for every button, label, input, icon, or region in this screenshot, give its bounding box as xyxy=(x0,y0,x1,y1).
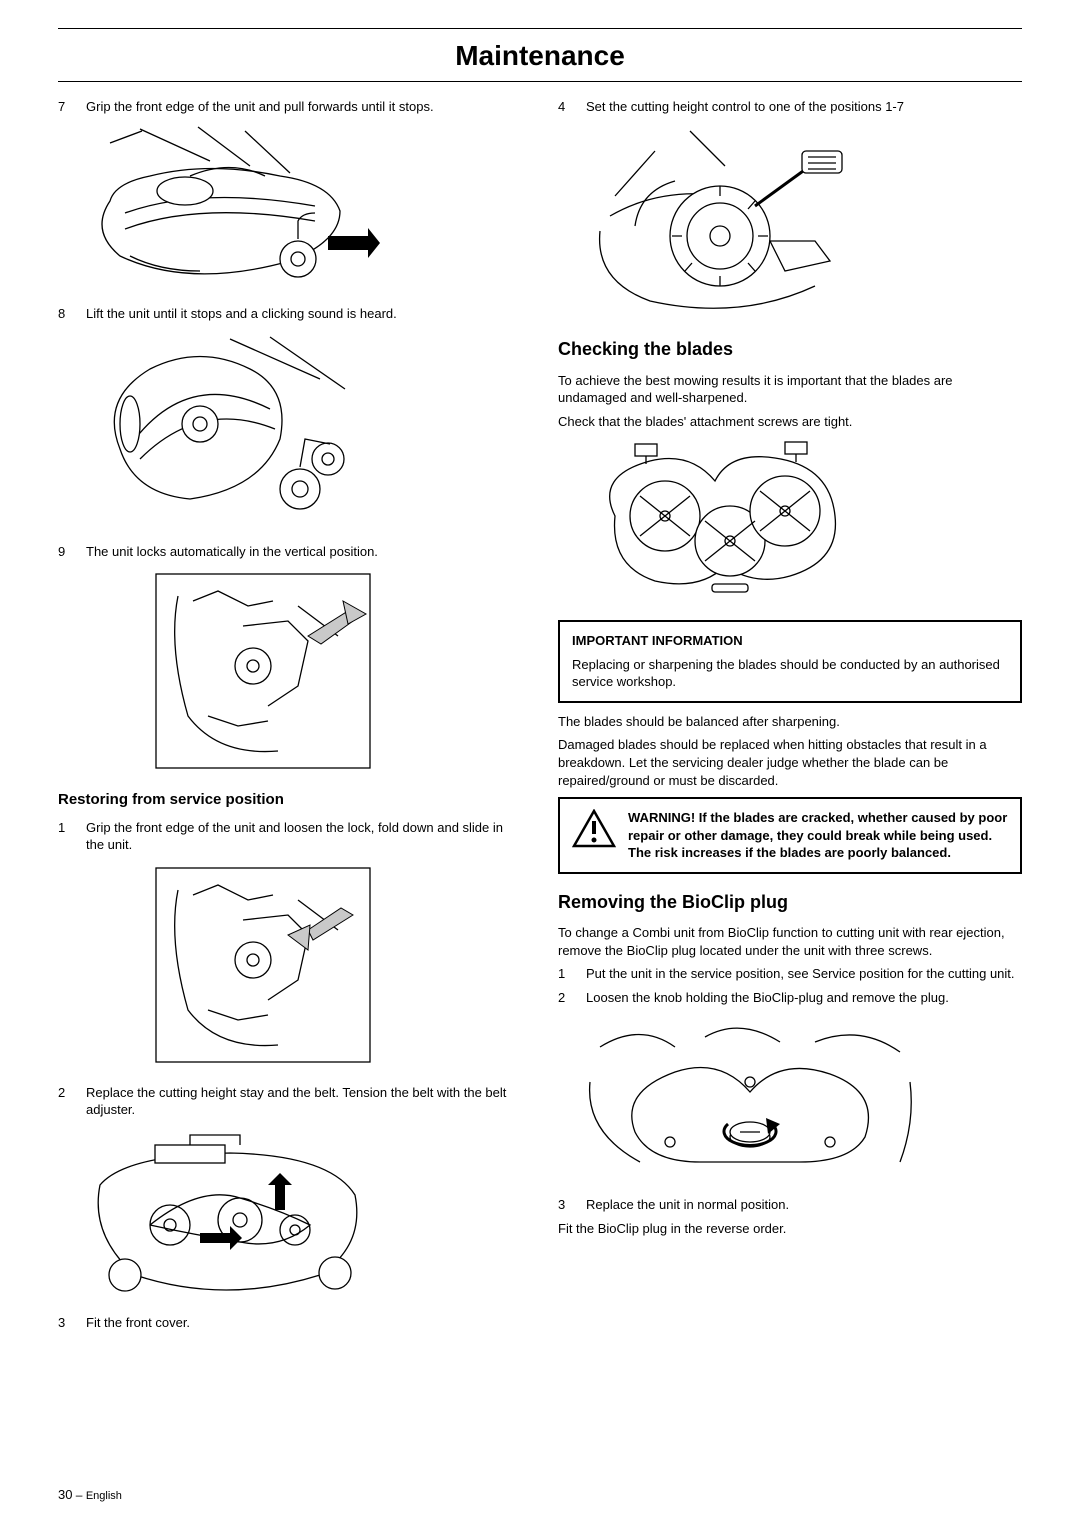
list-item: 9 The unit locks automatically in the ve… xyxy=(58,543,522,561)
figure-pull-forward xyxy=(80,121,522,291)
page-footer: 30 – English xyxy=(58,1486,122,1504)
list-item: 1 Put the unit in the service position, … xyxy=(558,965,1022,983)
figure-blades xyxy=(580,436,1022,606)
item-text: Grip the front edge of the unit and pull… xyxy=(86,98,522,116)
right-column: 4 Set the cutting height control to one … xyxy=(558,98,1022,1338)
item-text: Replace the unit in normal position. xyxy=(586,1196,1022,1214)
warning-text: WARNING! If the blades are cracked, whet… xyxy=(628,809,1008,862)
removing-list: 1 Put the unit in the service position, … xyxy=(558,965,1022,1006)
item-number: 2 xyxy=(58,1084,72,1119)
title-rule xyxy=(58,81,1022,82)
left-column: 7 Grip the front edge of the unit and pu… xyxy=(58,98,522,1338)
removing-heading: Removing the BioClip plug xyxy=(558,890,1022,914)
list-item: 7 Grip the front edge of the unit and pu… xyxy=(58,98,522,116)
list-b3: 3 Fit the front cover. xyxy=(58,1314,522,1332)
body-text: To change a Combi unit from BioClip func… xyxy=(558,924,1022,959)
body-text: To achieve the best mowing results it is… xyxy=(558,372,1022,407)
removing-list-2: 3 Replace the unit in normal position. xyxy=(558,1196,1022,1214)
list-item: 1 Grip the front edge of the unit and lo… xyxy=(58,819,522,854)
list-item: 3 Replace the unit in normal position. xyxy=(558,1196,1022,1214)
top-rule xyxy=(58,28,1022,29)
item-text: Loosen the knob holding the BioClip-plug… xyxy=(586,989,1022,1007)
list-top: 4 Set the cutting height control to one … xyxy=(558,98,1022,116)
warning-box: WARNING! If the blades are cracked, whet… xyxy=(558,797,1022,874)
list-a3: 9 The unit locks automatically in the ve… xyxy=(58,543,522,561)
columns: 7 Grip the front edge of the unit and pu… xyxy=(58,98,1022,1338)
item-number: 1 xyxy=(58,819,72,854)
item-text: Replace the cutting height stay and the … xyxy=(86,1084,522,1119)
item-text: The unit locks automatically in the vert… xyxy=(86,543,522,561)
restoring-heading: Restoring from service position xyxy=(58,790,522,810)
figure-restore-1 xyxy=(148,860,522,1070)
item-number: 7 xyxy=(58,98,72,116)
item-number: 1 xyxy=(558,965,572,983)
list-item: 8 Lift the unit until it stops and a cli… xyxy=(58,305,522,323)
body-text: The blades should be balanced after shar… xyxy=(558,713,1022,731)
list-b2: 2 Replace the cutting height stay and th… xyxy=(58,1084,522,1119)
item-number: 3 xyxy=(58,1314,72,1332)
figure-vertical-lock xyxy=(148,566,522,776)
body-text: Damaged blades should be replaced when h… xyxy=(558,736,1022,789)
list-a2: 8 Lift the unit until it stops and a cli… xyxy=(58,305,522,323)
item-number: 8 xyxy=(58,305,72,323)
list-a: 7 Grip the front edge of the unit and pu… xyxy=(58,98,522,116)
footer-lang: English xyxy=(86,1490,122,1502)
figure-lift-click xyxy=(80,329,522,529)
page-title: Maintenance xyxy=(455,35,625,77)
item-number: 4 xyxy=(558,98,572,116)
item-text: Set the cutting height control to one of… xyxy=(586,98,1022,116)
figure-restore-2 xyxy=(80,1125,522,1300)
item-number: 3 xyxy=(558,1196,572,1214)
body-text: Fit the BioClip plug in the reverse orde… xyxy=(558,1220,1022,1238)
info-heading: IMPORTANT INFORMATION xyxy=(572,632,1008,650)
list-item: 2 Loosen the knob holding the BioClip-pl… xyxy=(558,989,1022,1007)
info-body: Replacing or sharpening the blades shoul… xyxy=(572,656,1008,691)
body-text: Check that the blades' attachment screws… xyxy=(558,413,1022,431)
item-text: Grip the front edge of the unit and loos… xyxy=(86,819,522,854)
figure-bioclip xyxy=(580,1012,1022,1182)
footer-sep: – xyxy=(72,1488,85,1502)
list-item: 3 Fit the front cover. xyxy=(58,1314,522,1332)
item-number: 9 xyxy=(58,543,72,561)
item-text: Put the unit in the service position, se… xyxy=(586,965,1022,983)
page-number: 30 xyxy=(58,1487,72,1502)
list-item: 4 Set the cutting height control to one … xyxy=(558,98,1022,116)
item-text: Lift the unit until it stops and a click… xyxy=(86,305,522,323)
warning-icon xyxy=(572,809,616,854)
arrow-icon xyxy=(328,228,380,258)
list-item: 2 Replace the cutting height stay and th… xyxy=(58,1084,522,1119)
figure-height-control xyxy=(580,121,1022,321)
item-text: Fit the front cover. xyxy=(86,1314,522,1332)
important-info-box: IMPORTANT INFORMATION Replacing or sharp… xyxy=(558,620,1022,703)
title-wrap: Maintenance xyxy=(58,35,1022,77)
checking-heading: Checking the blades xyxy=(558,337,1022,361)
item-number: 2 xyxy=(558,989,572,1007)
arrow-icon xyxy=(288,908,353,950)
arrow-icon xyxy=(308,601,366,644)
list-b: 1 Grip the front edge of the unit and lo… xyxy=(58,819,522,854)
